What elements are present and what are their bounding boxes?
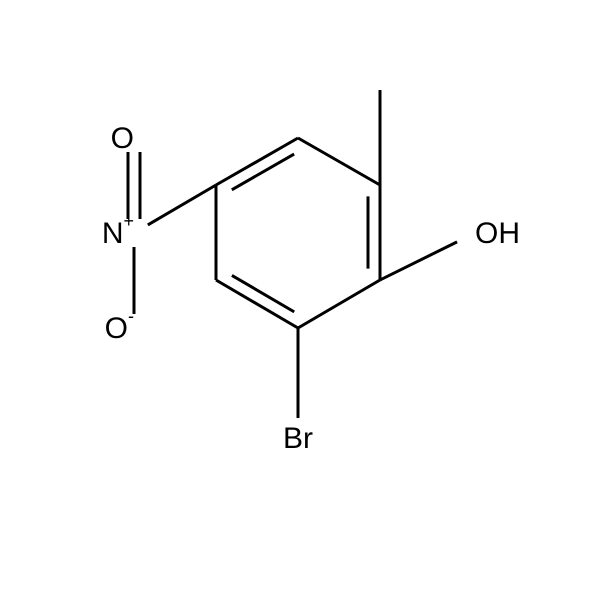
atom-label-O1: O: [111, 122, 134, 155]
molecule-diagram: N+ O O- Br OH: [0, 0, 600, 600]
atom-label-OH: OH: [475, 217, 520, 250]
atom-label-N: N+: [102, 211, 134, 250]
atom-label-Br: Br: [283, 422, 313, 455]
atom-label-O2: O-: [105, 306, 134, 345]
